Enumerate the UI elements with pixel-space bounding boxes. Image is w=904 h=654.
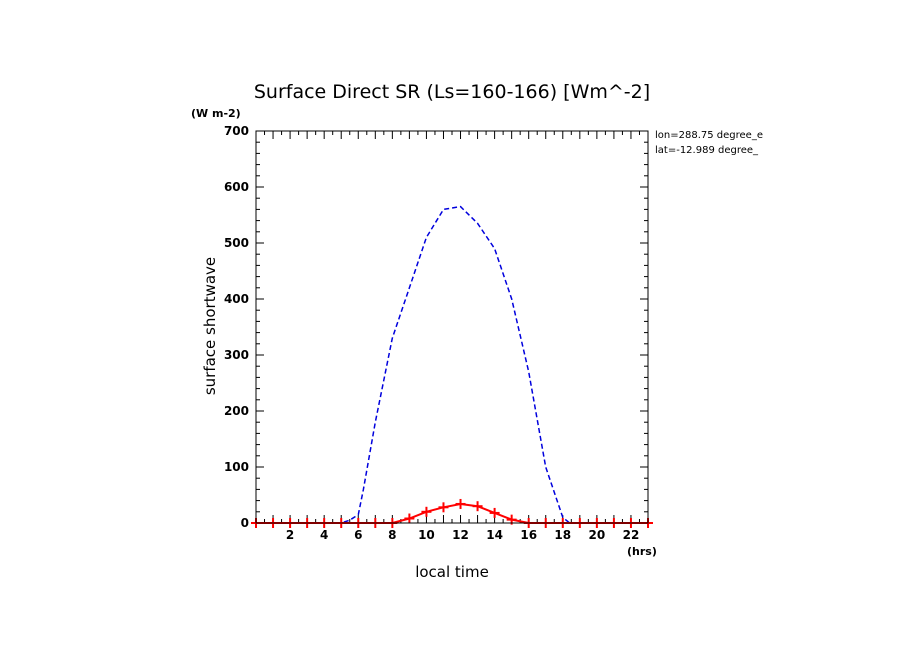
x-unit-label: (hrs) xyxy=(627,545,657,558)
annotation-lon: lon=288.75 degree_e xyxy=(655,130,763,141)
y-unit-label: (W m-2) xyxy=(191,107,241,120)
x-tick-label: 18 xyxy=(554,528,571,542)
y-axis-label: surface shortwave xyxy=(201,257,219,395)
y-tick-label: 600 xyxy=(224,180,249,194)
x-tick-label: 10 xyxy=(418,528,435,542)
x-axis-label: local time xyxy=(415,563,489,581)
x-tick-label: 16 xyxy=(520,528,537,542)
x-tick-label: 8 xyxy=(388,528,396,542)
x-tick-label: 4 xyxy=(320,528,328,542)
y-tick-label: 0 xyxy=(241,516,249,530)
x-tick-label: 14 xyxy=(486,528,503,542)
y-tick-label: 700 xyxy=(224,124,249,138)
series-0-line xyxy=(256,205,648,524)
x-tick-label: 6 xyxy=(354,528,362,542)
plot-frame xyxy=(255,130,649,524)
y-tick-label: 200 xyxy=(224,404,249,418)
y-tick-label: 300 xyxy=(224,348,249,362)
annotation-lat: lat=-12.989 degree_ xyxy=(655,145,759,156)
x-tick-label: 22 xyxy=(623,528,640,542)
chart-title: Surface Direct SR (Ls=160-166) [Wm^-2] xyxy=(254,81,650,103)
y-tick-label: 400 xyxy=(224,292,249,306)
x-tick-label: 20 xyxy=(589,528,606,542)
x-tick-label: 2 xyxy=(286,528,294,542)
y-tick-label: 100 xyxy=(224,460,249,474)
plot-area: 0 100 200 300 400 500 600 700 2 4 6 8 10 12 14 16 18 20 22 xyxy=(224,124,653,542)
y-tick-label: 500 xyxy=(224,236,249,250)
x-tick-label: 12 xyxy=(452,528,469,542)
